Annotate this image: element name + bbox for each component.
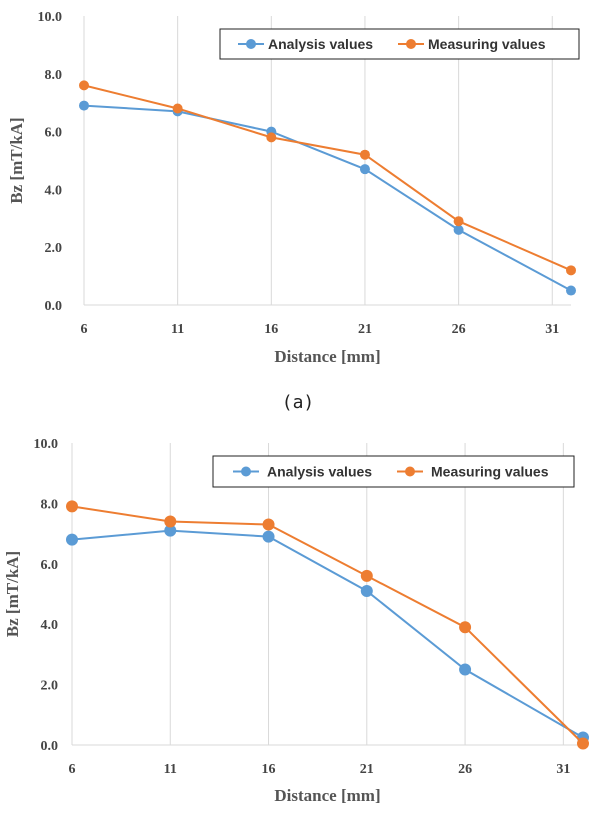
caption: (a): [282, 392, 315, 413]
y-tick-label: 6.0: [41, 558, 59, 573]
data-point: [262, 530, 275, 543]
series-line: [83, 104, 572, 292]
series-measuring: [66, 500, 589, 750]
x-tick-label: 21: [360, 762, 374, 777]
data-point: [172, 103, 183, 114]
y-tick-label: 2.0: [45, 241, 63, 256]
data-point: [360, 569, 373, 582]
y-tick-label: 8.0: [41, 497, 59, 512]
y-axis-label: Bz [mT/kA]: [7, 117, 26, 203]
data-point: [453, 216, 464, 227]
data-point: [566, 285, 576, 296]
series-line: [83, 84, 572, 272]
data-point: [66, 500, 78, 513]
y-tick-label: 10.0: [38, 10, 63, 25]
data-point: [459, 621, 472, 634]
x-axis-label: Distance [mm]: [274, 786, 380, 805]
data-point: [359, 164, 370, 175]
y-tick-label: 6.0: [45, 126, 63, 141]
x-tick-label: 26: [458, 762, 472, 777]
x-tick-label: 6: [81, 322, 88, 337]
series-line: [71, 505, 584, 745]
data-point: [453, 224, 464, 235]
legend-marker: [405, 466, 415, 477]
x-tick-label: 26: [452, 322, 466, 337]
x-tick-label: 16: [264, 322, 278, 337]
legend-label: Analysis values: [268, 36, 373, 52]
y-tick-label: 10.0: [34, 437, 59, 452]
legend: Analysis values Measuring values: [212, 455, 575, 488]
x-tick-label: 11: [164, 762, 177, 777]
legend-label: Measuring values: [431, 464, 549, 480]
y-axis-label: Bz [mT/kA]: [3, 551, 22, 637]
legend-box: [212, 455, 575, 488]
y-tick-label: 2.0: [41, 679, 59, 694]
data-point: [566, 265, 576, 276]
chart-1: 6 11 16 21 26 31 0.0 2.0 4.0 6.0 8.0 10.0 Distance […: [7, 10, 580, 413]
legend-label: Measuring values: [428, 36, 546, 52]
y-tick-label: 8.0: [45, 68, 63, 83]
legend-marker: [246, 39, 256, 49]
series-line: [71, 529, 584, 739]
series-analysis: [66, 524, 589, 744]
legend-label: Analysis values: [267, 464, 372, 480]
y-tick-label: 4.0: [41, 618, 59, 633]
data-point: [66, 533, 78, 546]
x-axis-label: Distance [mm]: [274, 347, 380, 366]
series-analysis: [79, 100, 576, 296]
x-tick-label: 21: [358, 322, 372, 337]
chart-2: 6 11 16 21 26 31 0.0 2.0 4.0 6.0 8.0 10.0 Distance […: [3, 437, 589, 805]
data-point: [577, 737, 589, 750]
x-tick-label: 31: [556, 762, 570, 777]
data-point: [359, 149, 370, 160]
y-tick-label: 4.0: [45, 183, 63, 198]
x-tick-label: 16: [262, 762, 276, 777]
data-point: [360, 584, 373, 597]
data-point: [164, 524, 177, 537]
y-tick-label: 0.0: [45, 299, 63, 314]
x-tick-label: 6: [69, 762, 76, 777]
y-tick-label: 0.0: [41, 739, 59, 754]
data-point: [164, 515, 177, 528]
legend-marker: [406, 39, 416, 49]
data-point: [262, 518, 275, 531]
data-point: [79, 80, 89, 91]
legend: Analysis values Measuring values: [219, 28, 580, 60]
series-measuring: [79, 80, 576, 276]
legend-marker: [241, 466, 251, 477]
data-point: [79, 100, 89, 111]
x-tick-label: 11: [171, 322, 184, 337]
x-tick-label: 31: [545, 322, 559, 337]
data-point: [266, 132, 277, 143]
data-point: [459, 663, 472, 676]
